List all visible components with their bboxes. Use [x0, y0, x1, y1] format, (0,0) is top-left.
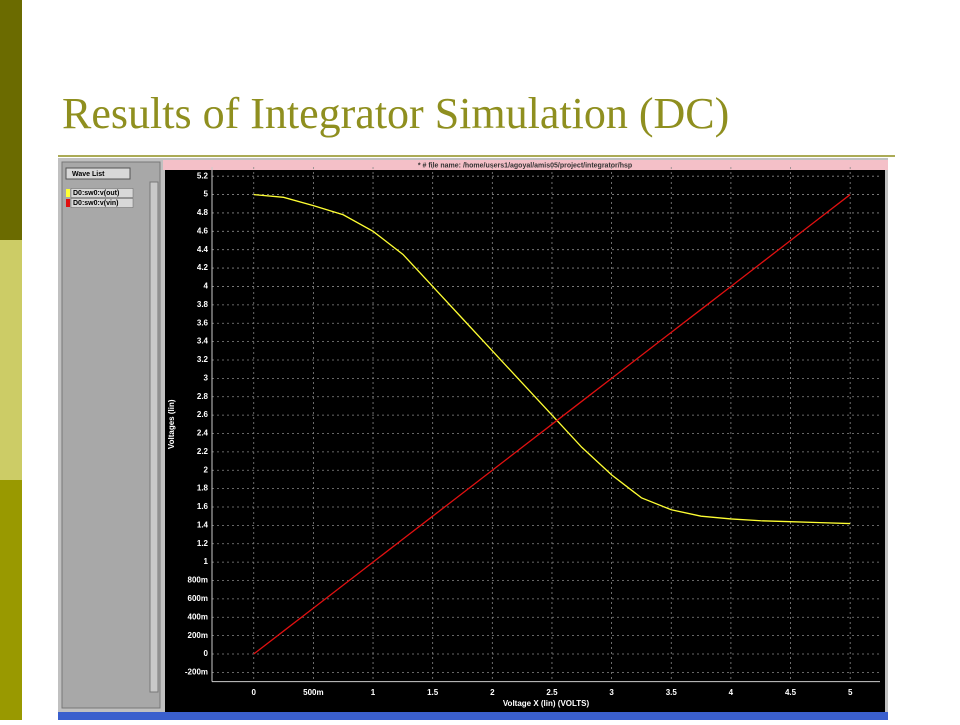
legend-entry — [70, 198, 134, 208]
x-tick-label: 500m — [303, 688, 323, 697]
x-tick-label: 1 — [371, 688, 376, 697]
y-tick-label: 5 — [204, 190, 209, 199]
y-axis-label: Voltages (lin) — [167, 399, 176, 449]
x-tick-label: 2.5 — [546, 688, 558, 697]
y-tick-label: 1 — [204, 557, 209, 566]
x-tick-label: 5 — [848, 688, 853, 697]
y-tick-label: 2.4 — [197, 429, 209, 438]
y-tick-label: 3 — [204, 373, 209, 382]
legend-label: D0:sw0:v(out) — [73, 190, 119, 197]
y-tick-label: 400m — [188, 612, 208, 621]
y-tick-label: 4.6 — [197, 226, 209, 235]
window-edge — [58, 712, 888, 720]
series-line — [253, 193, 851, 525]
slide-title: Results of Integrator Simulation (DC) — [62, 89, 729, 138]
file-name: * # file name: /home/users1/agoyal/amis0… — [418, 162, 632, 169]
y-tick-label: 1.4 — [197, 520, 209, 529]
x-tick-label: 4 — [729, 688, 734, 697]
y-tick-label: 1.6 — [197, 502, 209, 511]
x-tick-label: 2 — [490, 688, 495, 697]
wave-list-label: Wave List — [72, 171, 105, 178]
y-tick-label: 4.4 — [197, 245, 209, 254]
y-tick-label: 800m — [188, 576, 208, 585]
y-tick-label: 1.8 — [197, 484, 209, 493]
legend-swatch — [66, 199, 70, 207]
y-tick-label: 600m — [188, 594, 208, 603]
legend-swatch — [66, 189, 70, 197]
y-tick-label: 2 — [204, 465, 209, 474]
x-tick-label: 3 — [609, 688, 614, 697]
side-band — [0, 240, 22, 480]
wave-panel — [61, 161, 161, 709]
y-tick-label: 4.8 — [197, 208, 209, 217]
y-tick-label: 3.2 — [197, 355, 209, 364]
y-tick-label: 2.6 — [197, 410, 209, 419]
scrollbar — [149, 181, 159, 693]
y-tick-label: 0 — [204, 649, 209, 658]
x-axis-label: Voltage X (lin) (VOLTS) — [503, 699, 590, 708]
side-band — [0, 480, 22, 720]
wave-list-button[interactable] — [65, 167, 131, 180]
y-tick-label: 200m — [188, 631, 208, 640]
legend-label: D0:sw0:v(vin) — [73, 200, 119, 207]
x-tick-label: 0 — [252, 688, 257, 697]
x-tick-label: 3.5 — [666, 688, 678, 697]
file-bar — [163, 160, 888, 170]
y-tick-label: 4.2 — [197, 263, 209, 272]
y-tick-label: -200m — [185, 668, 208, 677]
y-tick-label: 5.2 — [197, 171, 209, 180]
y-tick-label: 3.4 — [197, 337, 209, 346]
y-tick-label: 2.2 — [197, 447, 209, 456]
y-tick-label: 3.6 — [197, 318, 209, 327]
x-tick-label: 4.5 — [785, 688, 797, 697]
y-tick-label: 4 — [204, 282, 209, 291]
series-line — [253, 194, 851, 655]
y-tick-label: 3.8 — [197, 300, 209, 309]
x-tick-label: 1.5 — [427, 688, 439, 697]
side-band — [0, 0, 22, 240]
y-tick-label: 1.2 — [197, 539, 209, 548]
y-tick-label: 2.8 — [197, 392, 209, 401]
legend-entry — [70, 188, 134, 198]
